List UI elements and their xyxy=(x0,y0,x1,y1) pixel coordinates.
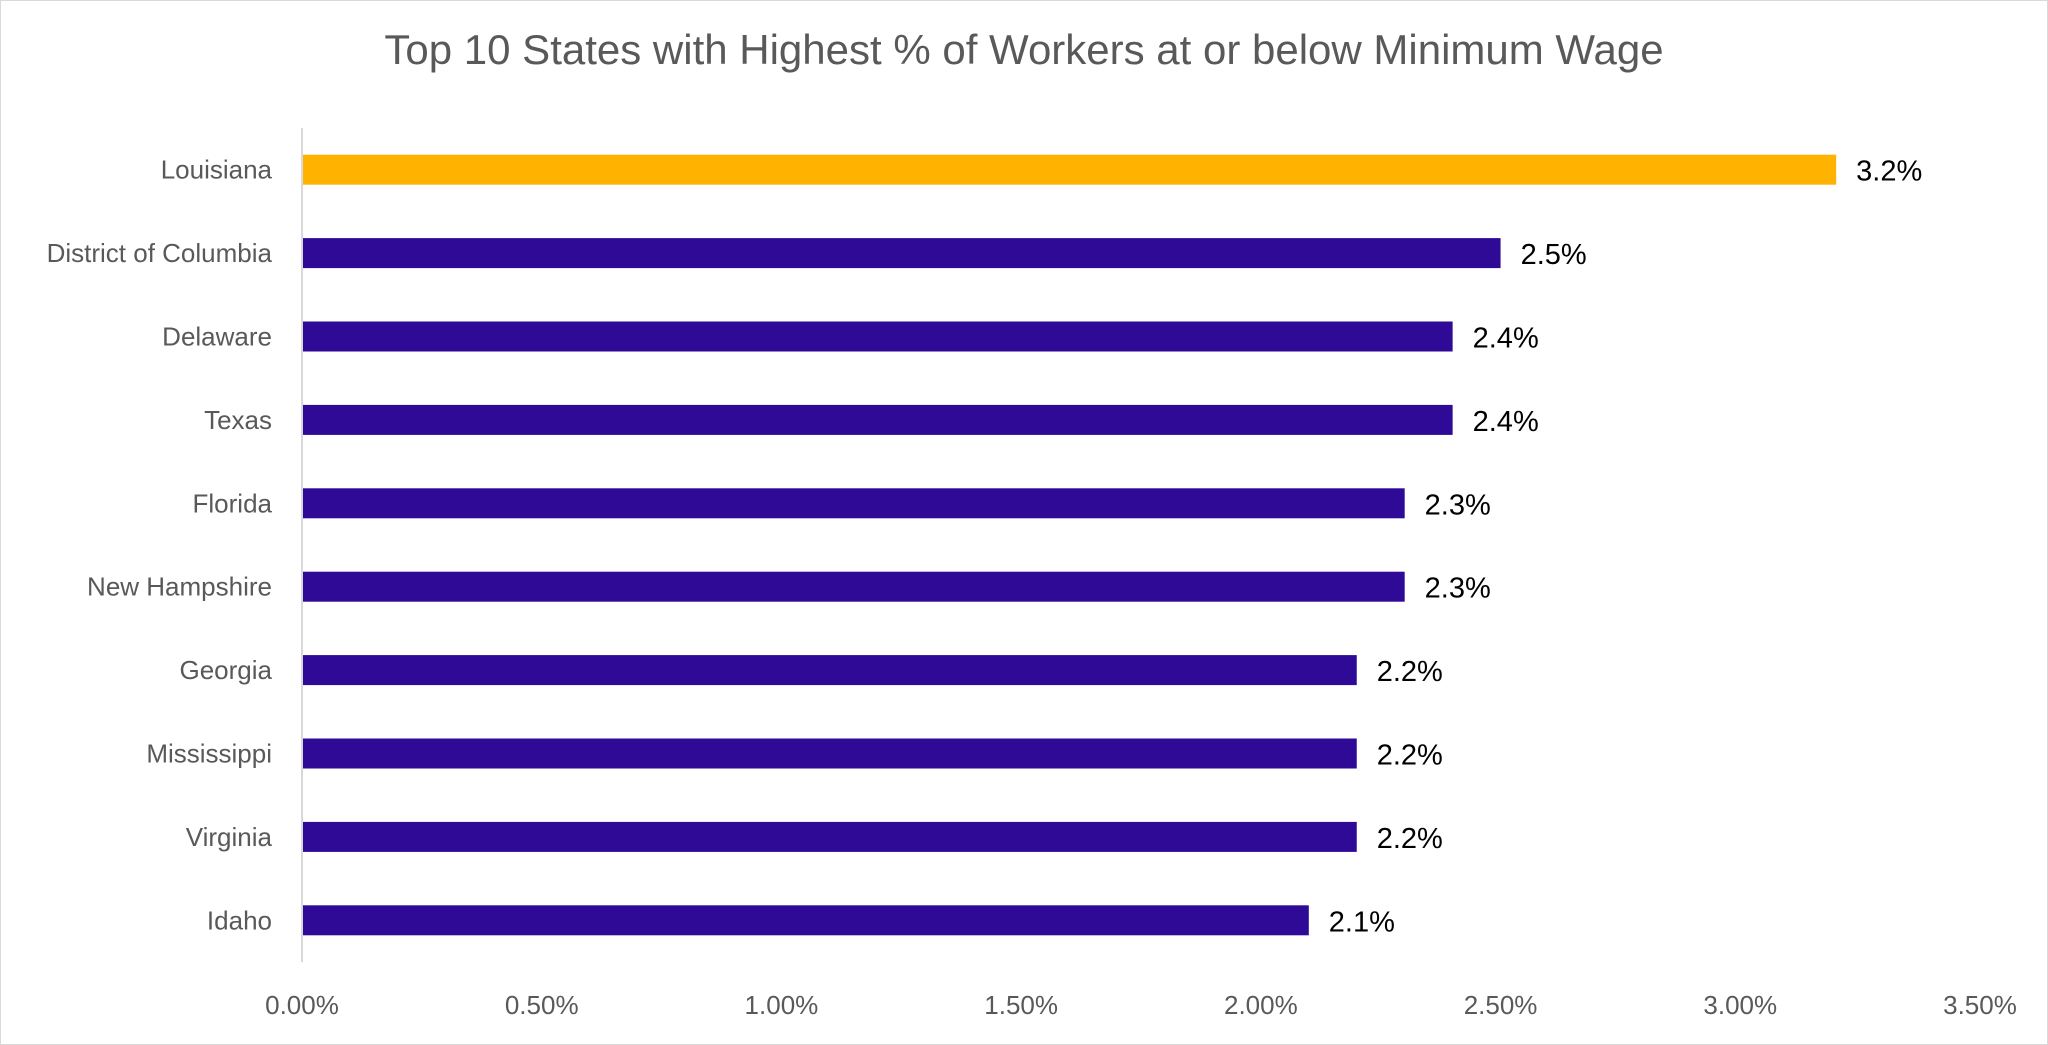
category-label-new-hampshire: New Hampshire xyxy=(87,572,272,602)
bar-new-hampshire xyxy=(302,571,1405,602)
data-label-district-of-columbia: 2.5% xyxy=(1521,239,1587,271)
x-tick-label: 2.00% xyxy=(1224,990,1298,1020)
category-label-mississippi: Mississippi xyxy=(146,739,272,769)
category-label-louisiana: Louisiana xyxy=(161,155,273,185)
data-label-florida: 2.3% xyxy=(1425,489,1491,521)
data-labels: 3.2% 2.5% 2.4% 2.4% 2.3% 2.3% 2.2% 2.2% 2.2% 2.1% xyxy=(1329,156,1922,939)
category-label-texas: Texas xyxy=(204,405,272,435)
bar-district-of-columbia xyxy=(302,238,1501,269)
category-label-delaware: Delaware xyxy=(162,322,272,352)
category-label-florida: Florida xyxy=(193,488,273,518)
bar-florida xyxy=(302,488,1405,519)
bar-texas xyxy=(302,404,1453,435)
x-tick-label: 2.50% xyxy=(1464,990,1538,1020)
data-label-georgia: 2.2% xyxy=(1377,656,1443,688)
x-tick-label: 3.50% xyxy=(1943,990,2017,1020)
chart-title: Top 10 States with Highest % of Workers … xyxy=(384,26,1664,73)
data-label-texas: 2.4% xyxy=(1473,406,1539,438)
data-label-virginia: 2.2% xyxy=(1377,823,1443,855)
x-axis-ticks: 0.00% 0.50% 1.00% 1.50% 2.00% 2.50% 3.00% 3.50% xyxy=(265,990,2017,1020)
bar-virginia xyxy=(302,821,1357,852)
category-label-district-of-columbia: District of Columbia xyxy=(47,238,273,268)
bar-mississippi xyxy=(302,738,1357,769)
bar-idaho xyxy=(302,905,1309,936)
x-tick-label: 1.50% xyxy=(984,990,1058,1020)
category-label-virginia: Virginia xyxy=(186,822,273,852)
x-tick-label: 0.00% xyxy=(265,990,339,1020)
bar-georgia xyxy=(302,655,1357,686)
bars-group xyxy=(302,154,1837,936)
x-tick-label: 0.50% xyxy=(505,990,579,1020)
x-tick-label: 1.00% xyxy=(745,990,819,1020)
category-label-idaho: Idaho xyxy=(207,905,272,935)
data-label-delaware: 2.4% xyxy=(1473,323,1539,355)
data-label-louisiana: 3.2% xyxy=(1856,156,1922,188)
category-labels: Louisiana District of Columbia Delaware Tex… xyxy=(47,155,273,936)
category-label-georgia: Georgia xyxy=(180,655,273,685)
data-label-mississippi: 2.2% xyxy=(1377,740,1443,772)
data-label-idaho: 2.1% xyxy=(1329,906,1395,938)
bar-louisiana xyxy=(302,154,1837,185)
data-label-new-hampshire: 2.3% xyxy=(1425,573,1491,605)
x-tick-label: 3.00% xyxy=(1703,990,1777,1020)
bar-delaware xyxy=(302,321,1453,352)
